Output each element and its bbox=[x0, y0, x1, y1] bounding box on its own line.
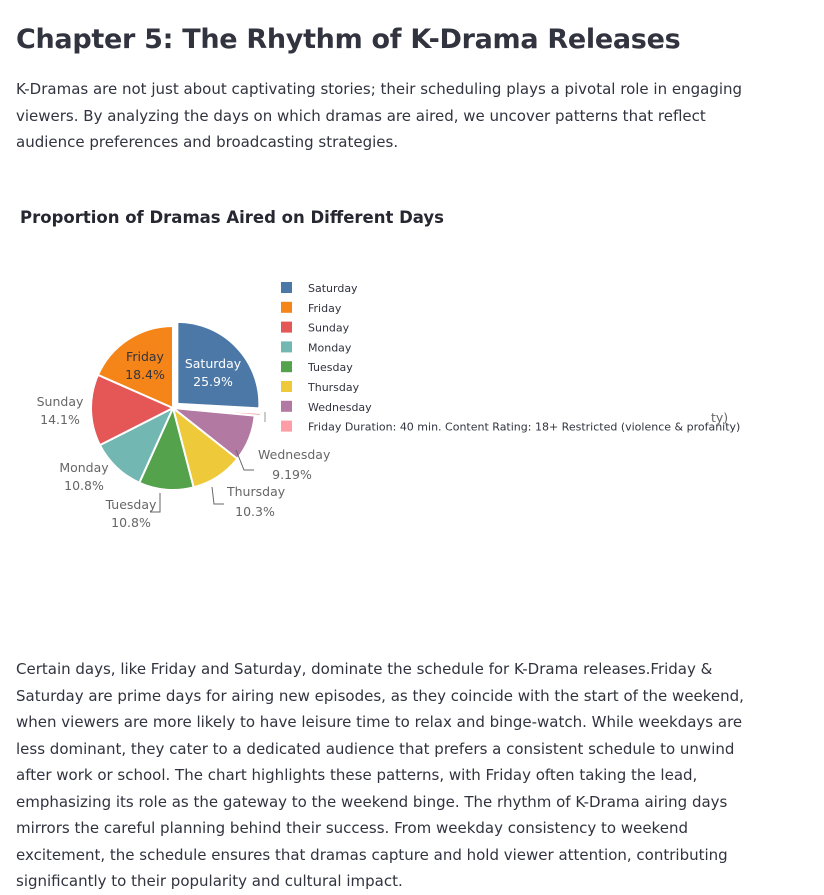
slice-label-wednesday: Wednesday bbox=[258, 447, 331, 462]
legend-label: Tuesday bbox=[307, 361, 353, 374]
legend-swatch bbox=[281, 301, 292, 313]
legend-item-thursday[interactable]: Thursday bbox=[281, 381, 360, 394]
legend-label: Friday Duration: 40 min. Content Rating:… bbox=[308, 421, 740, 434]
legend-label: Wednesday bbox=[308, 401, 372, 414]
clipped-label: ty) bbox=[711, 410, 728, 425]
pie-slice-saturday[interactable] bbox=[176, 320, 261, 410]
leader-line-wednesday bbox=[235, 449, 254, 471]
slice-pct-wednesday: 9.19% bbox=[272, 467, 312, 482]
slice-label-monday: Monday 10.8% bbox=[59, 460, 109, 493]
legend-label: Sunday bbox=[308, 322, 350, 335]
legend-swatch bbox=[281, 321, 292, 333]
analysis-paragraph: Certain days, like Friday and Saturday, … bbox=[16, 660, 744, 890]
pie-slice-sunday[interactable] bbox=[90, 373, 176, 447]
slice-label-tuesday: Tuesday 10.8% bbox=[105, 497, 157, 530]
slice-label-saturday: Saturday 25.9% bbox=[185, 356, 242, 389]
pie-labels: Saturday 25.9% Wednesday 9.19% Thursday 10.3%… bbox=[37, 349, 331, 530]
legend-label: Saturday bbox=[308, 282, 358, 295]
slice-label-thursday: Thursday bbox=[226, 484, 286, 499]
leader-line-tuesday bbox=[150, 493, 161, 513]
legend-swatch bbox=[281, 400, 292, 412]
legend-swatch bbox=[281, 361, 292, 373]
legend-item-saturday[interactable]: Saturday bbox=[281, 282, 358, 295]
chart-legend: Saturday Friday Sunday Monday Tuesday Thursda… bbox=[281, 282, 740, 434]
legend-label: Friday bbox=[308, 302, 342, 315]
legend-label: Monday bbox=[308, 341, 352, 354]
page-title: Chapter 5: The Rhythm of K-Drama Release… bbox=[16, 24, 681, 55]
pie-chart: Saturday 25.9% Wednesday 9.19% Thursday 10.3%… bbox=[37, 282, 740, 530]
chart-title: Proportion of Dramas Aired on Different … bbox=[20, 208, 444, 227]
legend-item-friday[interactable]: Friday bbox=[281, 301, 342, 315]
slice-label-sunday: Sunday 14.1% bbox=[37, 394, 84, 427]
legend-item-wednesday[interactable]: Wednesday bbox=[281, 400, 372, 414]
pie-slices bbox=[90, 320, 262, 491]
legend-swatch bbox=[281, 282, 292, 293]
legend-item-monday[interactable]: Monday bbox=[281, 341, 352, 354]
legend-item-friday-duration-40-min-content-rating-18[interactable]: Friday Duration: 40 min. Content Rating:… bbox=[281, 420, 740, 434]
slice-pct-thursday: 10.3% bbox=[235, 504, 275, 519]
leader-line-thursday bbox=[211, 486, 224, 505]
slice-label-friday: Friday 18.4% bbox=[125, 349, 165, 382]
legend-swatch bbox=[281, 381, 292, 392]
legend-item-sunday[interactable]: Sunday bbox=[281, 321, 350, 335]
legend-swatch bbox=[281, 341, 292, 353]
legend-swatch bbox=[281, 420, 292, 432]
pie-slice-friday[interactable] bbox=[96, 324, 174, 410]
legend-label: Thursday bbox=[307, 381, 360, 394]
intro-paragraph: K-Dramas are not just about captivating … bbox=[16, 80, 743, 151]
legend-item-tuesday[interactable]: Tuesday bbox=[281, 361, 353, 374]
